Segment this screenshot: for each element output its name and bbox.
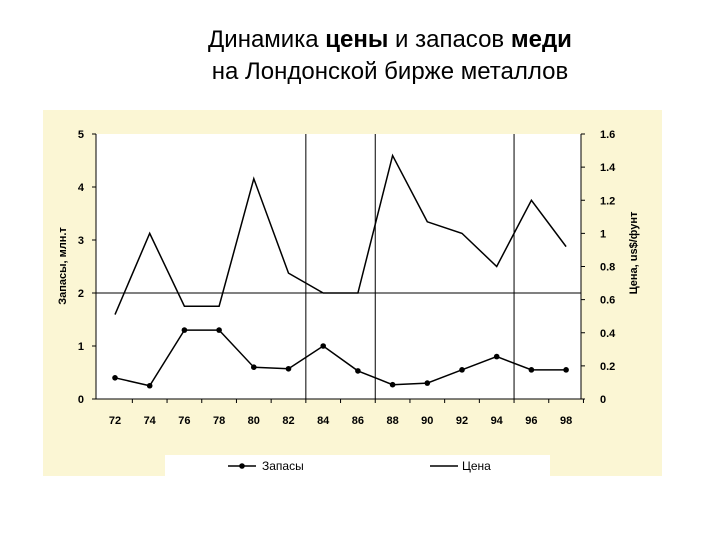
y-tick-right-label: 0 (600, 394, 606, 406)
x-tick-label: 80 (248, 415, 260, 427)
title-line-2: на Лондонской бирже металлов (211, 58, 569, 85)
x-tick-label: 84 (317, 415, 330, 427)
x-tick-label: 72 (109, 415, 121, 427)
gridlines (96, 134, 581, 399)
y-tick-left-label: 3 (78, 235, 84, 247)
series-point-0 (389, 381, 396, 388)
y-tick-right-label: 1.4 (600, 162, 616, 174)
title-text-4: меди (510, 26, 572, 53)
series-point-0 (320, 343, 327, 349)
plot-area (96, 134, 581, 399)
y-tick-right-label: 1.6 (600, 129, 615, 141)
title-text-1: Динамика (208, 26, 326, 53)
series-point-0 (181, 327, 188, 333)
y-tick-right-label: 0.2 (600, 361, 615, 373)
x-tick-label: 88 (386, 415, 398, 427)
series-line-0 (114, 329, 567, 387)
legend-label-zapasy: Запасы (262, 459, 304, 473)
x-tick-label: 76 (178, 415, 190, 427)
x-tick-label: 92 (456, 415, 468, 427)
y-tick-left-label: 2 (78, 288, 84, 300)
x-tick-label: 90 (421, 415, 433, 427)
legend: Запасы Цена (228, 459, 491, 473)
title-line-1: Динамика цены и запасов меди (150, 24, 630, 56)
series-point-0 (563, 367, 569, 373)
x-tick-label: 82 (282, 415, 294, 427)
y-tick-left-label: 5 (78, 129, 84, 141)
title-text-3: и запасов (388, 26, 511, 53)
x-tick-label: 86 (352, 415, 364, 427)
y-tick-left-label: 4 (78, 182, 85, 194)
series-group (112, 153, 569, 389)
title-text-2: цены (325, 26, 389, 53)
series-point-0 (216, 327, 222, 333)
series-line-1 (114, 153, 567, 315)
y-tick-left-label: 1 (78, 341, 84, 353)
x-tick-label: 94 (491, 415, 504, 427)
series-point-0 (459, 367, 465, 373)
y-axis-label-right: Цена, us$/фунт (628, 211, 640, 294)
series-point-0 (285, 365, 292, 372)
y-tick-right-label: 1.2 (600, 195, 615, 207)
y-tick-left-label: 0 (78, 394, 84, 406)
legend-box (165, 455, 550, 479)
x-tick-label: 96 (525, 415, 537, 427)
y-tick-right-label: 0.6 (600, 295, 615, 307)
series-point-0 (146, 382, 153, 389)
y-axis-label-left: Запасы, млн.т (57, 227, 69, 305)
y-tick-right-label: 0.4 (600, 328, 616, 340)
y-tick-right-label: 1 (600, 228, 606, 240)
legend-label-tsena: Цена (462, 459, 491, 473)
x-tick-label: 74 (144, 415, 157, 427)
legend-marker-zapasy (239, 463, 245, 469)
series-point-0 (528, 367, 535, 373)
x-tick-label: 98 (560, 415, 572, 427)
series-point-0 (112, 375, 118, 381)
series-point-0 (355, 368, 361, 374)
series-point-0 (424, 380, 431, 386)
y-tick-right-label: 0.8 (600, 262, 615, 274)
series-point-0 (493, 353, 500, 360)
series-point-0 (251, 364, 257, 371)
axes (92, 133, 585, 403)
tick-labels: 0 1 2 3 4 5 0 0.2 0.4 0.6 0.8 1 1.2 1.4 1.6 72 74 76 78 80 8… (78, 129, 616, 427)
slide-title: Динамика цены и запасов меди на Лондонск… (150, 24, 630, 88)
x-tick-label: 78 (213, 415, 225, 427)
